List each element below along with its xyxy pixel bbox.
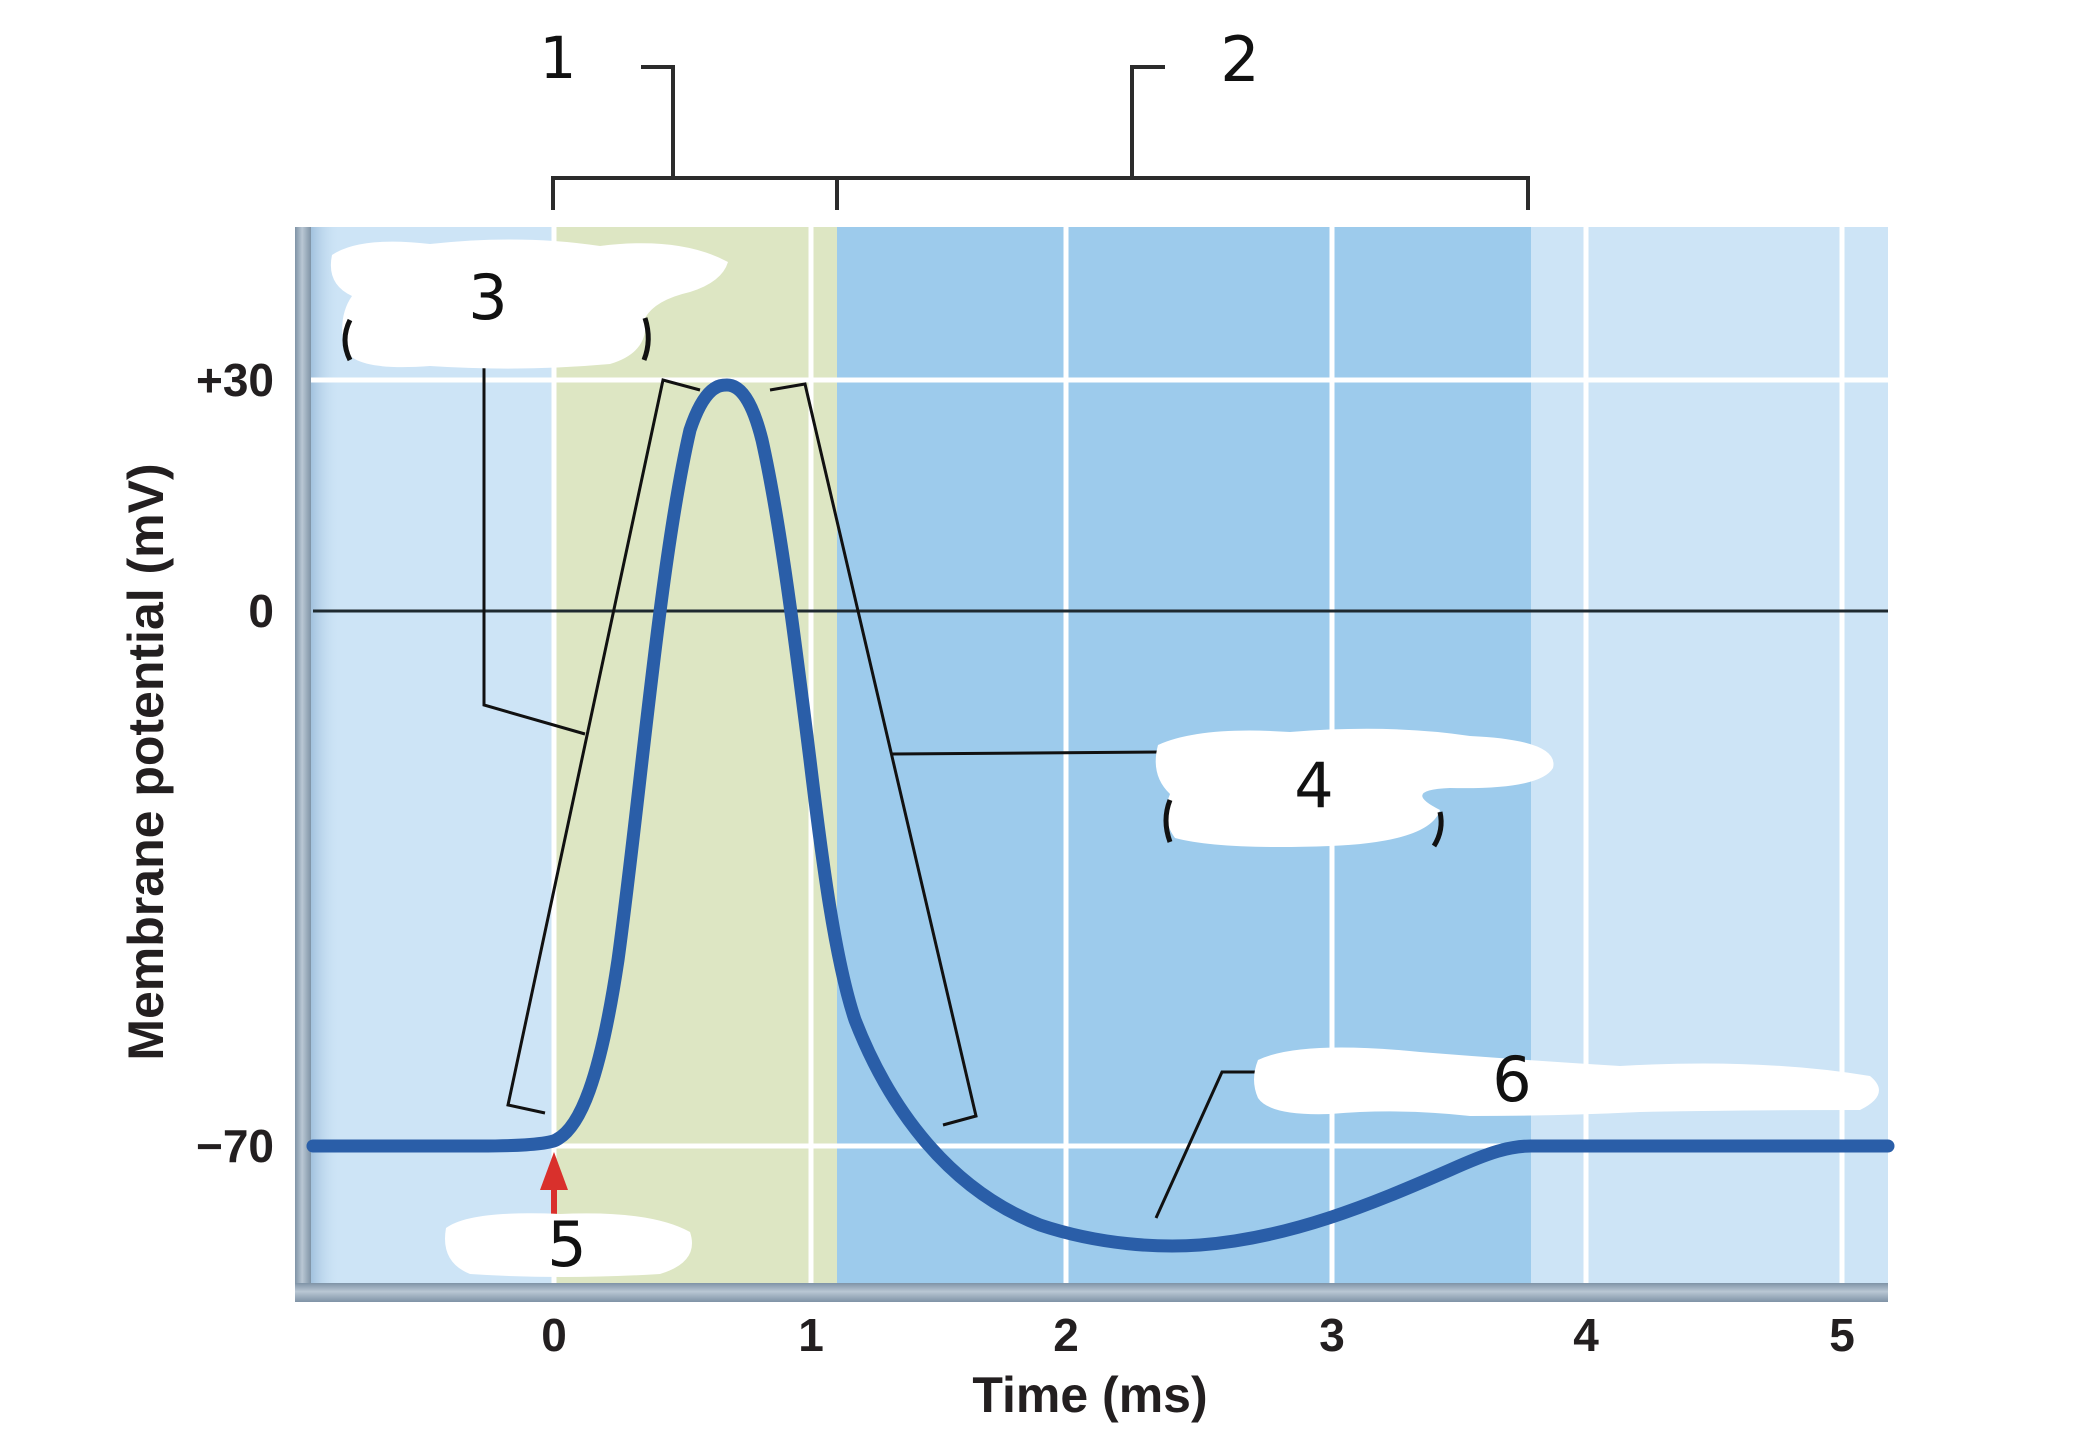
x-tick-3: 3 bbox=[1319, 1309, 1345, 1361]
x-tick-0: 0 bbox=[541, 1309, 567, 1361]
axis-frame bbox=[295, 227, 1888, 1302]
y-tick-minus70: −70 bbox=[195, 1120, 274, 1172]
redaction-5 bbox=[445, 1213, 692, 1277]
redaction-4 bbox=[1155, 728, 1554, 847]
stimulus-arrow bbox=[540, 1152, 568, 1214]
handwritten-label-6: 6 bbox=[1492, 1043, 1532, 1116]
redaction-3 bbox=[330, 239, 728, 369]
membrane-potential-curve bbox=[306, 378, 1895, 1253]
y-tick-plus30: +30 bbox=[195, 354, 274, 406]
region-pre-stimulus bbox=[310, 227, 554, 1283]
y-tick-0: 0 bbox=[248, 585, 274, 637]
callout-lines bbox=[482, 366, 1255, 1219]
leader-4 bbox=[891, 750, 1161, 756]
phase-brackets bbox=[551, 65, 1530, 210]
x-tick-4: 4 bbox=[1573, 1309, 1599, 1361]
bracket-2-leader bbox=[1130, 65, 1165, 178]
bracket-falling bbox=[769, 382, 978, 1127]
x-tick-1: 1 bbox=[798, 1309, 824, 1361]
handwritten-label-5: 5 bbox=[547, 1208, 587, 1281]
leader-3 bbox=[482, 366, 586, 736]
y-axis-title: Membrane potential (mV) bbox=[118, 463, 174, 1061]
redaction-6 bbox=[1254, 1047, 1879, 1116]
bracket-1-leader bbox=[641, 65, 675, 178]
leader-6 bbox=[1154, 1070, 1255, 1219]
x-tick-5: 5 bbox=[1829, 1309, 1855, 1361]
redacted-labels bbox=[330, 239, 1879, 1277]
handwritten-label-3: 3 bbox=[468, 261, 508, 334]
handwritten-label-4: 4 bbox=[1294, 749, 1334, 822]
handwritten-label-2: 2 bbox=[1220, 23, 1260, 96]
bracket-rising bbox=[506, 378, 701, 1115]
handwritten-label-1: 1 bbox=[539, 24, 577, 92]
x-axis-title: Time (ms) bbox=[972, 1367, 1208, 1423]
x-tick-2: 2 bbox=[1053, 1309, 1079, 1361]
bracket-1-and-2 bbox=[551, 176, 1530, 210]
phase-regions bbox=[310, 227, 1888, 1283]
